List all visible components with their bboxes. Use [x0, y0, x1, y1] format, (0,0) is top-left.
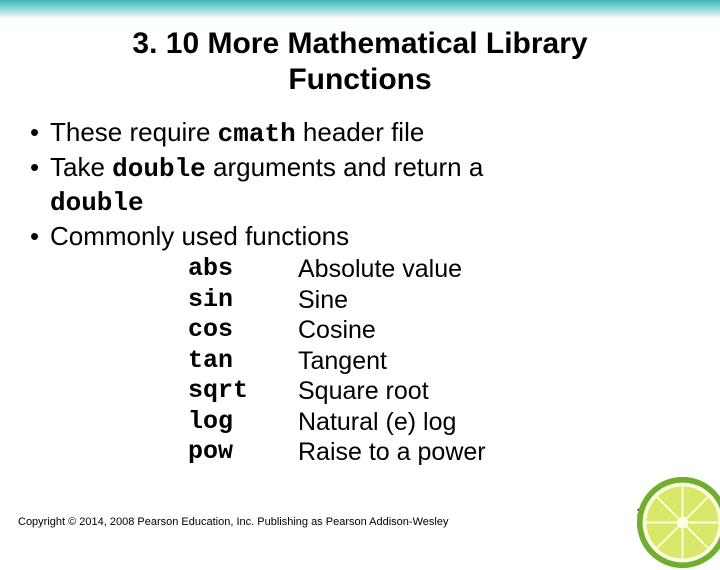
- table-row: logNatural (e) log: [188, 407, 692, 438]
- bullet-post: arguments and return a: [206, 152, 484, 182]
- table-row: sinSine: [188, 285, 692, 316]
- func-name: abs: [188, 254, 298, 285]
- bullet-text: Take double arguments and return a doubl…: [50, 151, 692, 220]
- func-desc: Tangent: [298, 346, 692, 377]
- slide-body: • These require cmath header file • Take…: [0, 116, 720, 468]
- bullet-marker: •: [28, 116, 50, 149]
- slide-title: 3. 10 More Mathematical Library Function…: [0, 18, 720, 116]
- bullet-item: • Take double arguments and return a dou…: [28, 151, 692, 220]
- title-line-1: 3. 10 More Mathematical Library: [132, 27, 587, 60]
- func-desc: Sine: [298, 285, 692, 316]
- header-gradient: [0, 0, 720, 18]
- func-name: tan: [188, 346, 298, 377]
- bullet-marker: •: [28, 220, 50, 253]
- bullet-code: double: [112, 154, 206, 184]
- bullet-code: cmath: [218, 119, 296, 149]
- func-desc: Cosine: [298, 315, 692, 346]
- copyright-footer: Copyright © 2014, 2008 Pearson Education…: [18, 516, 448, 528]
- bullet-text: Commonly used functions: [50, 220, 692, 253]
- title-line-2: Functions: [288, 63, 431, 96]
- bullet-item: • Commonly used functions: [28, 220, 692, 253]
- func-desc: Square root: [298, 376, 692, 407]
- table-row: absAbsolute value: [188, 254, 692, 285]
- bullet-text: These require cmath header file: [50, 116, 692, 151]
- bullet-item: • These require cmath header file: [28, 116, 692, 151]
- func-name: sqrt: [188, 376, 298, 407]
- bullet-post: header file: [296, 117, 425, 147]
- table-row: powRaise to a power: [188, 437, 692, 468]
- func-desc: Natural (e) log: [298, 407, 692, 438]
- bullet-pre: Commonly used functions: [50, 221, 349, 251]
- bullet-code-cont: double: [50, 188, 144, 218]
- func-name: sin: [188, 285, 298, 316]
- bullet-marker: •: [28, 151, 50, 184]
- func-desc: Raise to a power: [298, 437, 692, 468]
- bullet-pre: These require: [50, 117, 218, 147]
- bullet-list: • These require cmath header file • Take…: [28, 116, 692, 252]
- func-name: pow: [188, 437, 298, 468]
- table-row: cosCosine: [188, 315, 692, 346]
- bullet-pre: Take: [50, 152, 112, 182]
- table-row: tanTangent: [188, 346, 692, 377]
- functions-table: absAbsolute value sinSine cosCosine tanT…: [188, 254, 692, 468]
- func-desc: Absolute value: [298, 254, 692, 285]
- table-row: sqrtSquare root: [188, 376, 692, 407]
- func-name: cos: [188, 315, 298, 346]
- func-name: log: [188, 407, 298, 438]
- lime-icon: [635, 475, 720, 570]
